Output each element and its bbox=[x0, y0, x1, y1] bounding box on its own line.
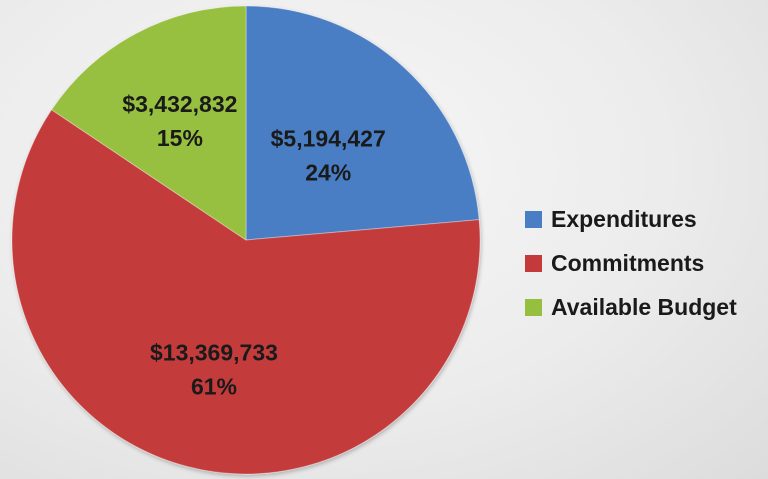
data-label-percent-commitments: 61% bbox=[191, 374, 237, 400]
legend-swatch-available-budget bbox=[525, 298, 542, 316]
legend-item-expenditures: Expenditures bbox=[525, 197, 765, 241]
pie-data-labels: $5,194,427 24% $13,369,733 61% $3,432,832 15% bbox=[122, 91, 385, 400]
pie-slice-expenditures bbox=[245, 5, 480, 241]
legend-item-available-budget: Available Budget bbox=[525, 285, 765, 329]
legend-label-available-budget: Available Budget bbox=[551, 293, 737, 320]
legend-swatch-expenditures bbox=[525, 210, 542, 228]
legend-swatch-commitments bbox=[525, 254, 542, 272]
chart-legend: Expenditures Commitments Available Budge… bbox=[525, 197, 765, 329]
data-label-value-commitments: $13,369,733 bbox=[150, 340, 278, 366]
data-label-value-expenditures: $5,194,427 bbox=[271, 125, 386, 151]
legend-label-expenditures: Expenditures bbox=[551, 205, 697, 232]
pie-slice-commitments bbox=[11, 109, 481, 475]
data-label-percent-expenditures: 24% bbox=[305, 159, 351, 185]
legend-item-commitments: Commitments bbox=[525, 241, 765, 285]
legend-label-commitments: Commitments bbox=[551, 249, 705, 276]
pie-slice-available-budget bbox=[50, 5, 247, 241]
pie-slices bbox=[11, 5, 481, 475]
data-label-percent-available-budget: 15% bbox=[157, 125, 203, 151]
data-label-value-available-budget: $3,432,832 bbox=[122, 91, 237, 117]
